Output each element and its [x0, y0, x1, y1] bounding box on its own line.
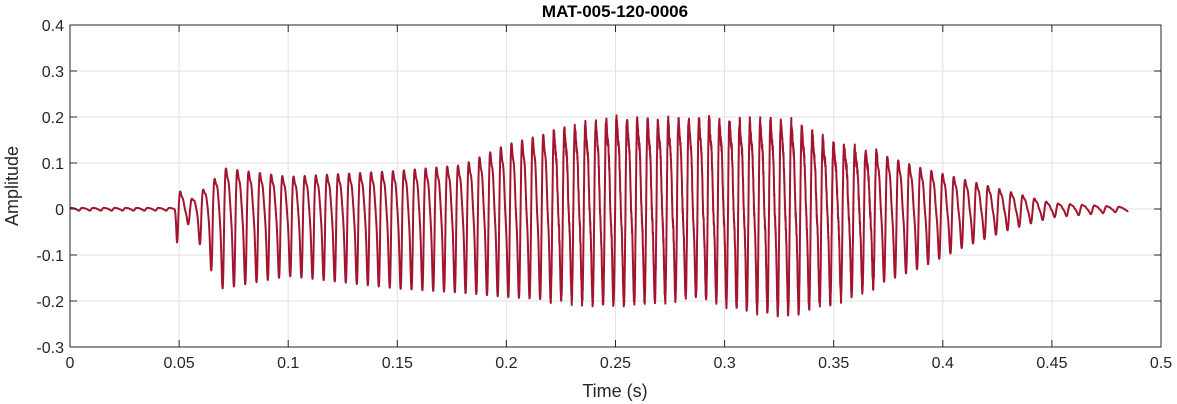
x-tick-label: 0	[66, 355, 75, 372]
y-axis-label: Amplitude	[2, 146, 22, 226]
y-tick-label: 0.3	[42, 64, 64, 81]
x-tick-label: 0.1	[277, 355, 299, 372]
x-axis-label: Time (s)	[582, 381, 647, 401]
y-tick-label: -0.2	[36, 294, 64, 311]
y-tick-label: 0	[55, 202, 64, 219]
x-tick-label: 0.5	[1150, 355, 1172, 372]
y-tick-label: 0.4	[42, 18, 64, 35]
chart-title: MAT-005-120-0006	[542, 2, 688, 21]
y-tick-label: 0.1	[42, 156, 64, 173]
x-tick-label: 0.35	[818, 355, 849, 372]
x-tick-label: 0.05	[164, 355, 195, 372]
y-tick-label: -0.3	[36, 340, 64, 357]
x-tick-label: 0.15	[382, 355, 413, 372]
x-axis: 0 0.05 0.1 0.15 0.2 0.25 0.3 0.35 0.4 0.45 0.5	[66, 25, 1172, 372]
y-axis: -0.3 -0.2 -0.1 0 0.1 0.2 0.3 0.4	[36, 18, 1161, 357]
x-tick-label: 0.4	[932, 355, 954, 372]
x-tick-label: 0.2	[495, 355, 517, 372]
y-tick-label: 0.2	[42, 110, 64, 127]
x-tick-label: 0.45	[1036, 355, 1067, 372]
y-tick-label: -0.1	[36, 248, 64, 265]
x-tick-label: 0.25	[600, 355, 631, 372]
waveform-line	[70, 114, 1130, 318]
x-tick-label: 0.3	[713, 355, 735, 372]
plot-area	[70, 114, 1130, 318]
